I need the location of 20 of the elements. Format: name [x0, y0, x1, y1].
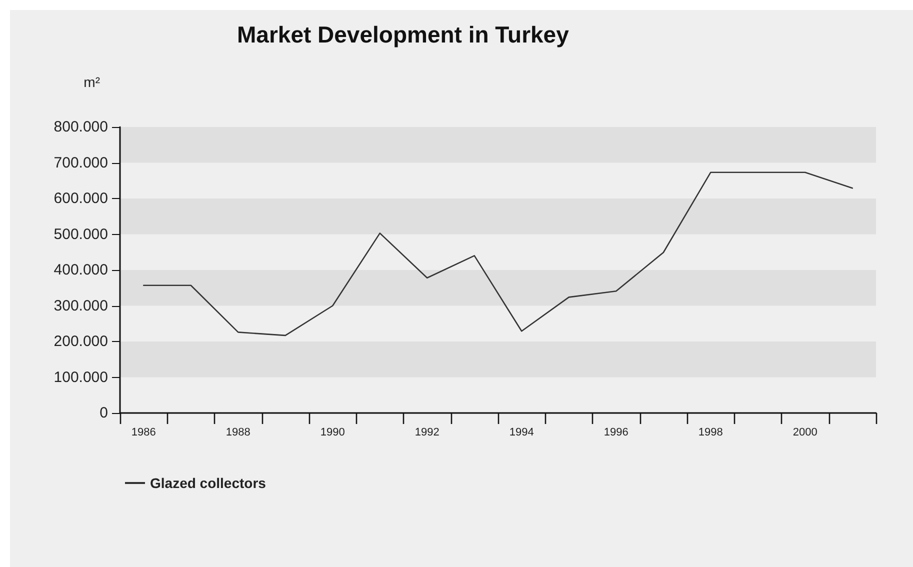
y-tick-label: 500.000 — [54, 226, 108, 243]
y-tick-label: 400.000 — [54, 262, 108, 278]
x-tick-label: 2000 — [792, 426, 818, 438]
y-tick-label: 300.000 — [54, 297, 108, 314]
y-tick-label: 600.000 — [54, 190, 108, 207]
y-tick-label: 200.000 — [54, 333, 108, 350]
x-tick-label: 1998 — [698, 426, 723, 438]
chart-title: Market Development in Turkey — [237, 22, 570, 48]
y-tick-label: 100.000 — [54, 368, 108, 386]
y-tick-label: 700.000 — [54, 154, 108, 172]
x-tick-label: 1994 — [509, 426, 534, 438]
legend-label: Glazed collectors — [150, 475, 266, 491]
x-tick-label: 1986 — [131, 426, 156, 438]
y-tick-label: 0 — [100, 404, 108, 422]
x-tick-label: 1988 — [226, 426, 250, 438]
y-axis-title: m² — [84, 74, 100, 90]
x-tick-label: 1990 — [320, 426, 345, 438]
x-tick-label: 1996 — [604, 426, 628, 438]
y-tick-label: 800.000 — [54, 118, 108, 136]
x-tick-label: 1992 — [414, 426, 440, 438]
